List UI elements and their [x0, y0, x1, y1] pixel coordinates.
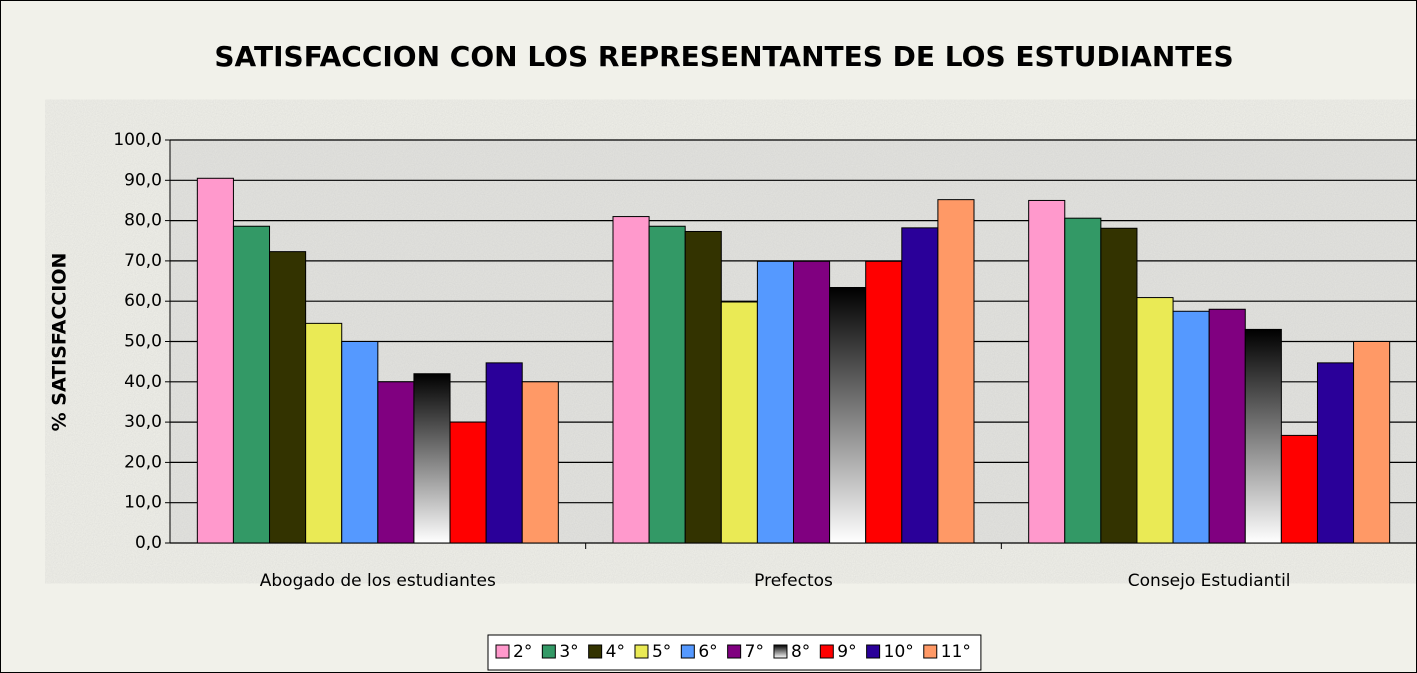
- y-tick-label: 100,0: [113, 130, 162, 150]
- legend-swatch: [680, 644, 695, 659]
- bar: [1136, 297, 1174, 544]
- bar: [1064, 217, 1102, 544]
- bar: [1244, 328, 1282, 544]
- legend-label: 4°: [606, 642, 625, 662]
- y-tick-label: 90,0: [124, 170, 162, 190]
- bar: [865, 260, 903, 544]
- legend-label: 8°: [791, 642, 810, 662]
- bar: [684, 230, 722, 544]
- y-tick-label: 10,0: [124, 493, 162, 513]
- bar: [485, 362, 523, 544]
- legend-swatch: [634, 644, 649, 659]
- y-tick-label: 0,0: [135, 533, 162, 553]
- bar: [1100, 227, 1138, 544]
- legend-label: 9°: [837, 642, 856, 662]
- bar: [232, 225, 271, 544]
- bar: [413, 373, 451, 544]
- bar: [1028, 199, 1066, 544]
- bar: [269, 251, 307, 544]
- bar: [521, 381, 559, 544]
- legend-swatch: [727, 644, 742, 659]
- bar: [829, 286, 867, 544]
- x-tick-label: Prefectos: [754, 571, 833, 591]
- x-tick-label: Abogado de los estudiantes: [260, 571, 496, 591]
- y-tick-label: 50,0: [124, 332, 162, 352]
- chart-title: SATISFACCION CON LOS REPRESENTANTES DE L…: [214, 40, 1233, 73]
- legend-label: 2°: [513, 642, 532, 662]
- y-tick-label: 80,0: [124, 211, 162, 231]
- bar: [305, 322, 343, 544]
- legend-label: 10°: [884, 642, 914, 662]
- bar: [756, 260, 795, 544]
- y-tick-label: 30,0: [124, 412, 162, 432]
- y-axis-label: % SATISFACCION: [49, 253, 71, 432]
- bar: [720, 301, 758, 544]
- legend-label: 11°: [941, 642, 971, 662]
- bar: [937, 199, 975, 544]
- bar: [1172, 310, 1210, 544]
- bar: [901, 227, 939, 544]
- legend-swatch: [923, 644, 938, 659]
- legend-label: 6°: [698, 642, 717, 662]
- legend-label: 3°: [559, 642, 578, 662]
- bar: [377, 381, 415, 544]
- bar: [1280, 434, 1318, 544]
- y-tick-label: 20,0: [124, 452, 162, 472]
- y-tick-label: 40,0: [124, 372, 162, 392]
- legend-swatch: [866, 644, 881, 659]
- bar: [1353, 341, 1391, 544]
- bar: [1316, 362, 1355, 544]
- bar: [341, 341, 379, 544]
- y-tick-label: 70,0: [124, 251, 162, 271]
- legend-swatch: [495, 644, 510, 659]
- legend-swatch: [588, 644, 603, 659]
- legend-swatch: [773, 644, 788, 659]
- legend-label: 5°: [652, 642, 671, 662]
- bar: [1208, 308, 1246, 544]
- legend-swatch: [541, 644, 556, 659]
- legend-swatch: [819, 644, 834, 659]
- bar: [196, 177, 234, 544]
- y-tick-label: 60,0: [124, 291, 162, 311]
- bar: [612, 216, 650, 544]
- x-tick-label: Consejo Estudiantil: [1128, 571, 1291, 591]
- bar: [793, 260, 831, 544]
- legend-label: 7°: [745, 642, 764, 662]
- bar: [449, 421, 487, 544]
- bar: [648, 225, 686, 544]
- legend: 2° 3° 4° 5° 6° 7° 8° 9° 10° 11°: [487, 634, 982, 671]
